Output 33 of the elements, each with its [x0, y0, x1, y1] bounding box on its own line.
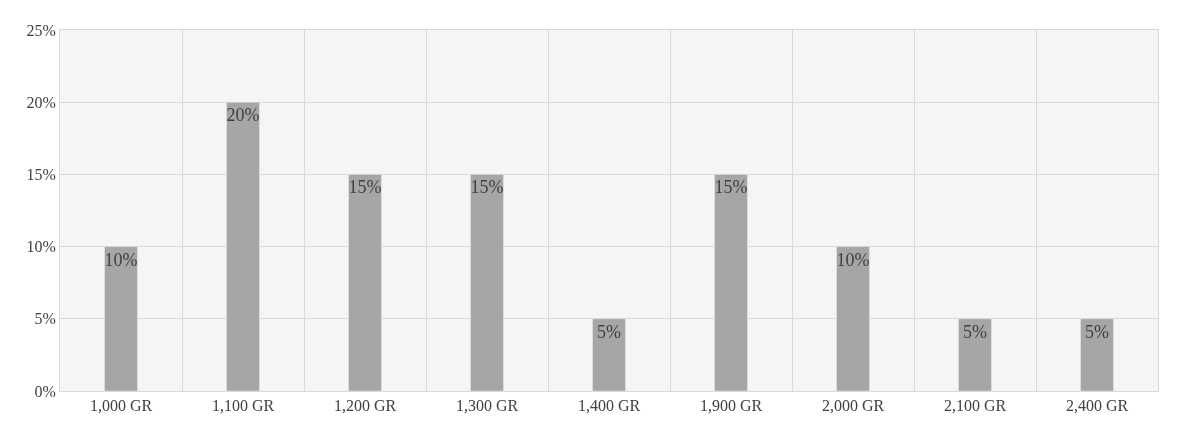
y-tick-label: 20%: [26, 93, 56, 111]
x-tick-label: 2,400 GR: [1065, 397, 1129, 415]
data-label: 5%: [1085, 321, 1109, 342]
x-tick-label: 2,000 GR: [821, 397, 885, 415]
bar: [592, 318, 626, 391]
data-label: 10%: [104, 249, 138, 270]
y-tick-label: 10%: [26, 238, 56, 256]
x-tick-label: 1,400 GR: [577, 397, 641, 415]
data-label: 15%: [348, 177, 382, 198]
bar: [104, 246, 138, 391]
x-tick-label: 1,200 GR: [333, 397, 397, 415]
y-tick-label: 5%: [34, 310, 56, 328]
bar: [836, 246, 870, 391]
y-tick-label: 25%: [26, 21, 56, 39]
y-tick-label: 0%: [34, 382, 56, 400]
x-tick-label: 1,900 GR: [699, 397, 763, 415]
data-label: 20%: [226, 105, 260, 126]
data-label: 5%: [597, 321, 621, 342]
x-tick-label: 1,100 GR: [211, 397, 275, 415]
bar: [958, 318, 992, 391]
data-label: 15%: [714, 177, 748, 198]
x-tick-label: 2,100 GR: [943, 397, 1007, 415]
data-label: 5%: [963, 321, 987, 342]
bar: [348, 174, 382, 391]
bar: [470, 174, 504, 391]
x-tick-label: 1,000 GR: [89, 397, 153, 415]
data-label: 15%: [470, 177, 504, 198]
data-label: 10%: [836, 249, 870, 270]
y-tick-label: 15%: [26, 166, 56, 183]
bar: [1080, 318, 1114, 391]
bar: [226, 101, 260, 391]
x-tick-label: 1,300 GR: [455, 397, 519, 415]
bar: [714, 174, 748, 391]
